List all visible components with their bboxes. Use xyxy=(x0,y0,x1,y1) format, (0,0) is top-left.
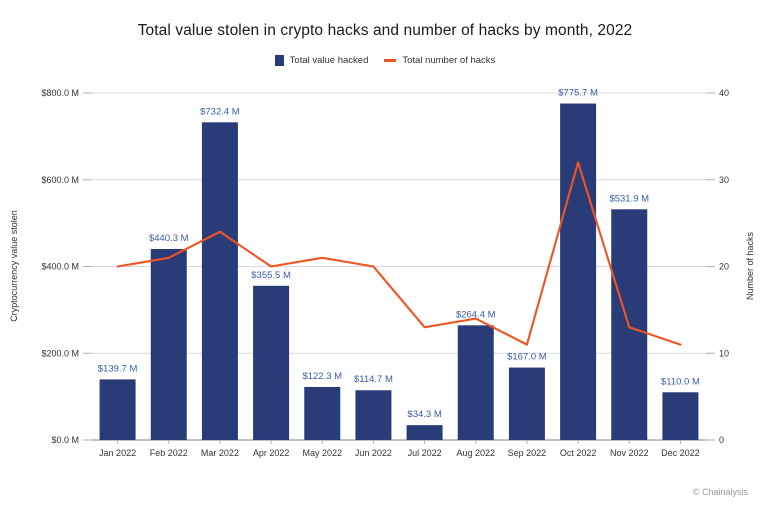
bar-aug-2022[interactable] xyxy=(457,325,494,440)
bar-value-label: $732.4 M xyxy=(200,106,240,117)
x-axis-tick-label: Nov 2022 xyxy=(610,448,649,458)
x-axis-tick-label: Dec 2022 xyxy=(661,448,700,458)
x-axis-tick-label: Oct 2022 xyxy=(560,448,597,458)
bar-value-label: $110.0 M xyxy=(661,376,700,387)
chart-title: Total value stolen in crypto hacks and n… xyxy=(137,22,633,39)
hacks-count-line[interactable] xyxy=(116,161,682,346)
bar-jun-2022[interactable] xyxy=(355,390,392,440)
y-axis-left-tick-label: $0.0 M xyxy=(51,435,79,445)
y-axis-right-tick-label: 30 xyxy=(719,175,729,185)
bar-value-label: $355.5 M xyxy=(251,270,291,281)
bar-sep-2022[interactable] xyxy=(508,367,545,440)
bar-mar-2022[interactable] xyxy=(201,122,238,440)
y-axis-left-ticks: $0.0 M $200.0 M $400.0 M $600.0 M $800.0 M xyxy=(41,88,92,445)
y-axis-right-ticks: 0 10 20 30 40 xyxy=(706,88,729,445)
y-axis-left-tick-label: $800.0 M xyxy=(41,88,79,98)
legend-label-total-number-of-hacks: Total number of hacks xyxy=(402,55,496,66)
line-swatch-icon xyxy=(384,58,397,63)
legend-item-total-number-of-hacks[interactable]: Total number of hacks xyxy=(384,55,495,66)
bar-value-label: $264.4 M xyxy=(456,309,496,320)
bar-value-label: $167.0 M xyxy=(507,352,547,363)
y-axis-right-tick-label: 40 xyxy=(719,88,729,98)
x-axis-tick-label: Mar 2022 xyxy=(201,448,239,458)
bar-value-labels-group: $139.7 M $440.3 M $732.4 M $355.5 M $122.3 M… xyxy=(98,88,700,421)
legend-label-total-value-hacked: Total value hacked xyxy=(289,55,369,66)
bar-jul-2022[interactable] xyxy=(406,425,443,440)
bar-apr-2022[interactable] xyxy=(253,285,290,440)
x-axis-tick-label: Feb 2022 xyxy=(150,448,188,458)
y-axis-right-tick-label: 0 xyxy=(719,435,724,445)
y-axis-left-tick-label: $400.0 M xyxy=(41,262,79,272)
x-axis-tick-label: Jan 2022 xyxy=(99,448,136,458)
x-axis-tick-label: Apr 2022 xyxy=(253,448,290,458)
bar-may-2022[interactable] xyxy=(304,386,341,440)
y-axis-right-tick-label: 10 xyxy=(719,348,729,358)
gridlines-group xyxy=(92,92,706,441)
bar-feb-2022[interactable] xyxy=(150,249,187,440)
y-axis-left-tick-label: $600.0 M xyxy=(41,175,79,185)
x-axis-tick-label: Aug 2022 xyxy=(456,448,495,458)
x-axis-tick-label: Jul 2022 xyxy=(408,448,442,458)
bar-dec-2022[interactable] xyxy=(662,392,699,440)
y-axis-left-tick-label: $200.0 M xyxy=(41,348,79,358)
x-axis-tick-label: Sep 2022 xyxy=(508,448,547,458)
x-axis-tick-label: Jun 2022 xyxy=(355,448,392,458)
x-axis-ticks: Jan 2022 Feb 2022 Mar 2022 Apr 2022 May 2022… xyxy=(99,440,700,458)
bar-value-label: $122.3 M xyxy=(302,371,342,382)
bar-value-label: $440.3 M xyxy=(149,233,189,244)
x-axis-tick-label: May 2022 xyxy=(302,448,342,458)
bar-value-label: $139.7 M xyxy=(98,363,138,374)
bar-oct-2022[interactable] xyxy=(560,103,597,440)
bar-value-label: $775.7 M xyxy=(558,88,598,99)
bar-swatch-icon xyxy=(274,55,284,66)
footer-credit: © Chainalysis xyxy=(692,487,748,497)
line-series-group xyxy=(116,161,682,346)
bar-value-label: $531.9 M xyxy=(609,193,649,204)
bar-jan-2022[interactable] xyxy=(99,379,136,440)
legend-item-total-value-hacked[interactable]: Total value hacked xyxy=(274,55,369,66)
bar-value-label: $114.7 M xyxy=(354,374,393,385)
chart-legend: Total value hacked Total number of hacks xyxy=(0,55,770,66)
bar-series-group xyxy=(99,103,699,440)
y-axis-right-tick-label: 20 xyxy=(719,262,729,272)
bar-value-label: $34.3 M xyxy=(407,409,441,420)
